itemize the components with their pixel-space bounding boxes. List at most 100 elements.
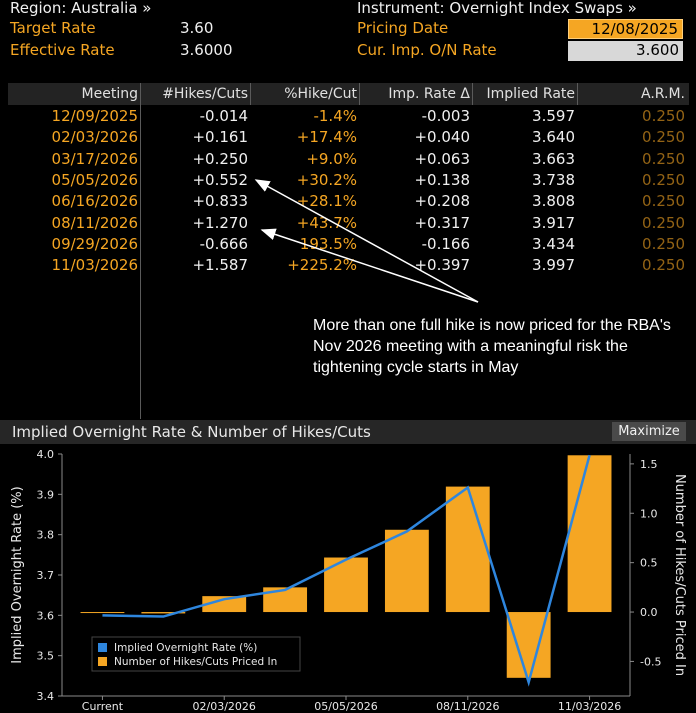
effective-rate-label: Effective Rate bbox=[10, 41, 115, 59]
cell-delta: -0.003 bbox=[421, 107, 470, 125]
cell-arm: 0.250 bbox=[642, 234, 685, 253]
cell-meeting: 06/16/2026 bbox=[51, 192, 138, 211]
legend-swatch-line bbox=[98, 643, 107, 652]
maximize-button[interactable]: Maximize bbox=[612, 422, 686, 441]
rate-hikes-chart: 3.4 3.5 3.6 3.7 3.8 3.9 4.0 -0.5 0.0 0.5 1.0 1.5 Cur… bbox=[10, 448, 687, 713]
chart-header: Implied Overnight Rate & Number of Hikes… bbox=[0, 420, 696, 444]
col-header-meeting[interactable]: Meeting bbox=[81, 86, 138, 102]
y-tick-label: 3.6 bbox=[37, 609, 55, 622]
target-rate-value: 3.60 bbox=[180, 19, 214, 37]
column-divider bbox=[140, 83, 141, 419]
chart-bar bbox=[80, 612, 125, 614]
cell-hikes: +1.587 bbox=[192, 256, 248, 275]
y-tick-label: 4.0 bbox=[37, 448, 55, 461]
cell-hikes: +0.833 bbox=[192, 192, 248, 211]
cell-delta: +0.317 bbox=[414, 213, 470, 232]
column-divider bbox=[359, 83, 360, 105]
cell-pct: 193.5% bbox=[299, 234, 357, 253]
cell-hikes: -0.014 bbox=[199, 107, 248, 125]
chart-bar bbox=[567, 455, 612, 613]
y2-tick-label: 1.0 bbox=[640, 507, 658, 520]
x-tick-label: 08/11/2026 bbox=[436, 700, 499, 713]
cell-arm: 0.250 bbox=[642, 149, 685, 168]
cell-meeting: 03/17/2026 bbox=[51, 149, 138, 168]
pricing-date-label: Pricing Date bbox=[357, 19, 449, 37]
effective-rate-value: 3.6000 bbox=[180, 41, 233, 59]
cell-delta: +0.040 bbox=[414, 128, 470, 147]
cell-hikes: +0.552 bbox=[192, 170, 248, 189]
y2-tick-label: 0.5 bbox=[640, 557, 658, 570]
cell-hikes: +1.270 bbox=[192, 213, 248, 232]
cell-hikes: -0.666 bbox=[199, 234, 248, 253]
y-tick-label: 3.9 bbox=[37, 488, 55, 501]
legend-label-line: Implied Overnight Rate (%) bbox=[114, 642, 257, 654]
cell-meeting: 02/03/2026 bbox=[51, 128, 138, 147]
chart-title: Implied Overnight Rate & Number of Hikes… bbox=[12, 423, 371, 441]
cell-implied: 3.640 bbox=[532, 128, 575, 147]
y2-tick-label: 0.0 bbox=[640, 606, 658, 619]
annotation-text: More than one full hike is now priced fo… bbox=[313, 317, 671, 376]
arrow-to-aug bbox=[260, 228, 479, 303]
cell-delta: +0.138 bbox=[414, 170, 470, 189]
cell-implied: 3.917 bbox=[532, 213, 575, 232]
cell-arm: 0.250 bbox=[642, 128, 685, 147]
x-tick-label: 05/05/2026 bbox=[314, 700, 377, 713]
chart-bar bbox=[324, 557, 368, 613]
cur-imp-rate-label: Cur. Imp. O/N Rate bbox=[357, 41, 497, 59]
y2-tick-label: 1.5 bbox=[640, 458, 658, 471]
y-tick-label: 3.4 bbox=[37, 690, 55, 703]
column-divider bbox=[577, 83, 578, 105]
arrow-to-may bbox=[254, 179, 479, 303]
chart-bar bbox=[445, 486, 490, 613]
cell-meeting: 12/09/2025 bbox=[51, 107, 138, 125]
x-tick-label: 11/03/2026 bbox=[558, 700, 621, 713]
cell-meeting: 09/29/2026 bbox=[51, 234, 138, 253]
y-tick-label: 3.7 bbox=[37, 569, 55, 582]
cell-pct: +225.2% bbox=[287, 256, 357, 275]
col-header-implied[interactable]: Implied Rate bbox=[486, 86, 575, 102]
chart-bar bbox=[141, 612, 186, 614]
cell-hikes: +0.161 bbox=[192, 128, 248, 147]
cell-implied: 3.434 bbox=[532, 234, 575, 253]
cell-arm: 0.250 bbox=[642, 192, 685, 211]
cell-meeting: 05/05/2026 bbox=[51, 170, 138, 189]
x-tick-label: 02/03/2026 bbox=[193, 700, 256, 713]
target-rate-label: Target Rate bbox=[10, 19, 96, 37]
cell-arm: 0.250 bbox=[642, 213, 685, 232]
cell-meeting: 08/11/2026 bbox=[51, 213, 138, 232]
cell-delta: -0.166 bbox=[421, 234, 470, 253]
y2-tick-label: -0.5 bbox=[640, 655, 661, 668]
col-header-delta[interactable]: Imp. Rate Δ bbox=[388, 86, 470, 102]
chart-bar bbox=[384, 529, 429, 613]
table-header: Meeting #Hikes/Cuts %Hike/Cut Imp. Rate … bbox=[8, 83, 689, 105]
cell-arm: 0.250 bbox=[642, 256, 685, 275]
y2-axis-title: Number of Hikes/Cuts Priced In bbox=[672, 474, 687, 676]
cell-implied: 3.808 bbox=[532, 192, 575, 211]
cell-implied: 3.997 bbox=[532, 256, 575, 275]
cur-imp-rate-input[interactable]: 3.600 bbox=[568, 41, 683, 61]
y-tick-label: 3.8 bbox=[37, 529, 55, 542]
annotation-arrows bbox=[254, 179, 479, 303]
cell-arm: 0.250 bbox=[642, 107, 685, 125]
cell-arm: 0.250 bbox=[642, 170, 685, 189]
column-divider bbox=[250, 83, 251, 105]
col-header-arm[interactable]: A.R.M. bbox=[641, 86, 685, 102]
col-header-hikes[interactable]: #Hikes/Cuts bbox=[162, 86, 248, 102]
cell-delta: +0.063 bbox=[414, 149, 470, 168]
cell-delta: +0.397 bbox=[414, 256, 470, 275]
pricing-date-input[interactable]: 12/08/2025 bbox=[568, 19, 683, 39]
implied-rate-line bbox=[102, 454, 591, 687]
legend-box bbox=[91, 636, 301, 672]
region-selector[interactable]: Region: Australia » bbox=[10, 0, 152, 17]
cell-meeting: 11/03/2026 bbox=[51, 256, 138, 275]
legend-swatch-bar bbox=[98, 657, 107, 666]
y-axis-title: Implied Overnight Rate (%) bbox=[10, 486, 25, 663]
chart-bar bbox=[202, 596, 247, 613]
cell-implied: 3.738 bbox=[532, 170, 575, 189]
cell-implied: 3.597 bbox=[532, 107, 575, 125]
instrument-selector[interactable]: Instrument: Overnight Index Swaps » bbox=[357, 0, 637, 17]
cell-pct: +9.0% bbox=[306, 149, 357, 168]
legend-label-bar: Number of Hikes/Cuts Priced In bbox=[114, 656, 277, 668]
col-header-pct[interactable]: %Hike/Cut bbox=[284, 86, 357, 102]
y-tick-label: 3.5 bbox=[37, 650, 55, 663]
